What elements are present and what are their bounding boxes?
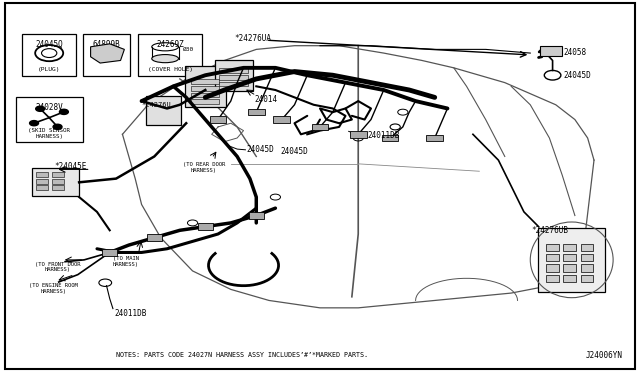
Text: 24269Z: 24269Z <box>156 40 184 49</box>
FancyBboxPatch shape <box>22 34 76 76</box>
FancyBboxPatch shape <box>184 66 226 107</box>
Text: (PLUG): (PLUG) <box>38 67 60 73</box>
Text: Ø30: Ø30 <box>183 47 195 52</box>
FancyBboxPatch shape <box>198 223 213 230</box>
FancyBboxPatch shape <box>563 244 576 251</box>
FancyBboxPatch shape <box>16 97 83 142</box>
FancyBboxPatch shape <box>248 212 264 219</box>
Text: 24028V: 24028V <box>35 103 63 112</box>
Text: *24276UA: *24276UA <box>234 34 271 43</box>
Text: (SKID SENSOR
HARNESS): (SKID SENSOR HARNESS) <box>28 128 70 139</box>
Ellipse shape <box>152 55 179 62</box>
FancyBboxPatch shape <box>147 96 181 125</box>
FancyBboxPatch shape <box>36 172 48 177</box>
FancyBboxPatch shape <box>563 264 576 272</box>
FancyBboxPatch shape <box>31 169 79 196</box>
FancyBboxPatch shape <box>426 135 443 141</box>
FancyBboxPatch shape <box>220 75 248 80</box>
FancyBboxPatch shape <box>215 60 253 91</box>
FancyBboxPatch shape <box>350 131 367 138</box>
Text: (TO REAR DOOR
HARNESS): (TO REAR DOOR HARNESS) <box>183 162 225 173</box>
FancyBboxPatch shape <box>563 275 576 282</box>
Circle shape <box>36 106 45 111</box>
Text: *24045E: *24045E <box>54 162 86 171</box>
Text: J24006YN: J24006YN <box>586 350 623 360</box>
Text: 24058: 24058 <box>563 48 586 57</box>
FancyBboxPatch shape <box>52 179 64 184</box>
Text: 64899B: 64899B <box>93 40 120 49</box>
FancyBboxPatch shape <box>147 234 162 241</box>
FancyBboxPatch shape <box>273 116 290 123</box>
FancyBboxPatch shape <box>191 93 220 97</box>
Circle shape <box>60 109 68 115</box>
FancyBboxPatch shape <box>546 254 559 261</box>
FancyBboxPatch shape <box>382 135 398 141</box>
Text: (TO ENGINE ROOM
HARNESS): (TO ENGINE ROOM HARNESS) <box>29 283 78 294</box>
Text: *24276U: *24276U <box>141 102 172 108</box>
Text: 24011DB: 24011DB <box>115 309 147 318</box>
Text: 24045D: 24045D <box>280 147 308 156</box>
FancyBboxPatch shape <box>191 86 220 91</box>
FancyBboxPatch shape <box>580 264 593 272</box>
FancyBboxPatch shape <box>546 275 559 282</box>
FancyBboxPatch shape <box>546 264 559 272</box>
FancyBboxPatch shape <box>83 34 131 76</box>
FancyBboxPatch shape <box>540 46 561 57</box>
Text: (TO FRONT DOOR
HARNESS): (TO FRONT DOOR HARNESS) <box>35 262 80 273</box>
Circle shape <box>29 121 38 126</box>
Text: 24014: 24014 <box>254 95 277 104</box>
Text: *24276UB: *24276UB <box>532 226 568 235</box>
FancyBboxPatch shape <box>210 116 227 123</box>
FancyBboxPatch shape <box>563 254 576 261</box>
FancyBboxPatch shape <box>191 79 220 84</box>
FancyBboxPatch shape <box>220 81 248 86</box>
FancyBboxPatch shape <box>138 34 202 76</box>
FancyBboxPatch shape <box>546 244 559 251</box>
FancyBboxPatch shape <box>580 275 593 282</box>
Polygon shape <box>91 44 124 63</box>
FancyBboxPatch shape <box>102 249 117 256</box>
FancyBboxPatch shape <box>312 124 328 130</box>
FancyBboxPatch shape <box>580 244 593 251</box>
FancyBboxPatch shape <box>580 254 593 261</box>
Text: 24045D: 24045D <box>563 71 591 80</box>
Text: NOTES: PARTS CODE 24027N HARNESS ASSY INCLUDES’#’*MARKED PARTS.: NOTES: PARTS CODE 24027N HARNESS ASSY IN… <box>116 352 368 358</box>
FancyBboxPatch shape <box>52 185 64 190</box>
Text: (COVER HOLE): (COVER HOLE) <box>148 67 193 73</box>
Circle shape <box>53 124 62 129</box>
FancyBboxPatch shape <box>36 179 48 184</box>
FancyBboxPatch shape <box>191 99 220 104</box>
Text: (TO MAIN
HARNESS): (TO MAIN HARNESS) <box>113 256 139 267</box>
FancyBboxPatch shape <box>538 228 605 292</box>
FancyBboxPatch shape <box>248 109 264 115</box>
Text: 24045D: 24045D <box>246 145 275 154</box>
FancyBboxPatch shape <box>36 185 48 190</box>
Text: 24011DB: 24011DB <box>368 131 400 140</box>
FancyBboxPatch shape <box>52 172 64 177</box>
Text: 24045Q: 24045Q <box>35 40 63 49</box>
FancyBboxPatch shape <box>220 68 248 73</box>
